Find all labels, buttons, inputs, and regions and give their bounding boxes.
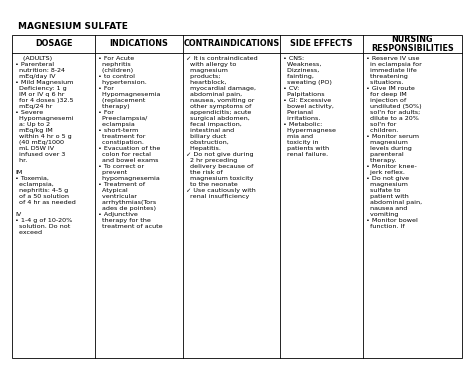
- Text: NURSING
RESPONSIBILITIES: NURSING RESPONSIBILITIES: [371, 35, 454, 53]
- Text: • CNS:
  Weakness,
  Dizziness,
  fainting,
  sweating (PO)
• CV:
  Palpitations: • CNS: Weakness, Dizziness, fainting, sw…: [283, 56, 336, 157]
- Text: (ADULTS)
• Parenteral
  nutrition: 8-24
  mEq/day IV
• Mild Magnesium
  Deficien: (ADULTS) • Parenteral nutrition: 8-24 mE…: [15, 56, 76, 235]
- Text: MAGNESIUM SULFATE: MAGNESIUM SULFATE: [18, 22, 128, 31]
- Text: ✓ It is contraindicated
  with allergy to
  magnesium
  products;
  heartblock,
: ✓ It is contraindicated with allergy to …: [186, 56, 258, 199]
- Text: INDICATIONS: INDICATIONS: [109, 40, 169, 49]
- Text: CONTRAINDICATIONS: CONTRAINDICATIONS: [183, 40, 280, 49]
- Text: • Reserve IV use
  in eclampsia for
  immediate life
  threatening
  situations.: • Reserve IV use in eclampsia for immedi…: [366, 56, 422, 229]
- Text: SIDE EFFECTS: SIDE EFFECTS: [290, 40, 353, 49]
- Text: • For Acute
  nephritis
  (children)
• to control
  hypertension.
• For
  Hypoma: • For Acute nephritis (children) • to co…: [98, 56, 163, 229]
- Bar: [12, 35, 462, 358]
- Text: DOSAGE: DOSAGE: [35, 40, 73, 49]
